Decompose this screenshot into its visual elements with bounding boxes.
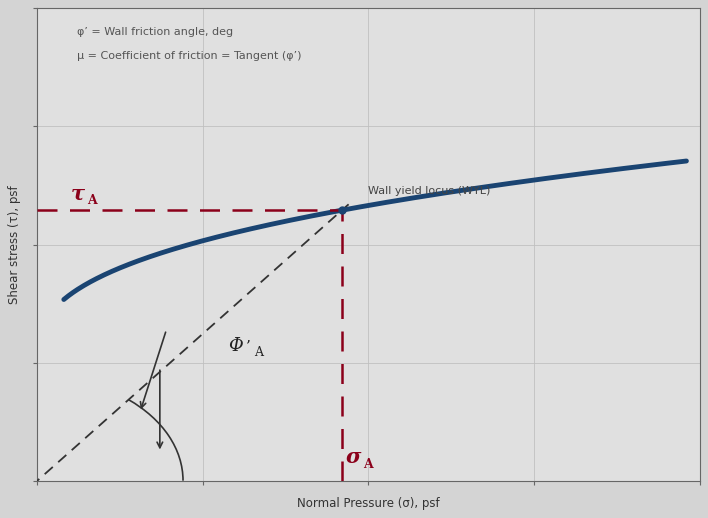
Text: Wall yield locus (WYL): Wall yield locus (WYL): [368, 186, 491, 196]
Text: A: A: [363, 458, 373, 471]
Text: σ: σ: [346, 447, 360, 467]
Text: ’: ’: [246, 339, 251, 353]
X-axis label: Normal Pressure (σ), psf: Normal Pressure (σ), psf: [297, 497, 440, 510]
Text: Φ: Φ: [229, 337, 244, 355]
Text: φ’ = Wall friction angle, deg: φ’ = Wall friction angle, deg: [77, 27, 233, 37]
Text: τ: τ: [70, 183, 84, 203]
Y-axis label: Shear stress (τ), psf: Shear stress (τ), psf: [8, 185, 21, 304]
Text: A: A: [254, 346, 263, 358]
Text: μ = Coefficient of friction = Tangent (φ’): μ = Coefficient of friction = Tangent (φ…: [77, 51, 302, 61]
Text: A: A: [87, 194, 97, 207]
